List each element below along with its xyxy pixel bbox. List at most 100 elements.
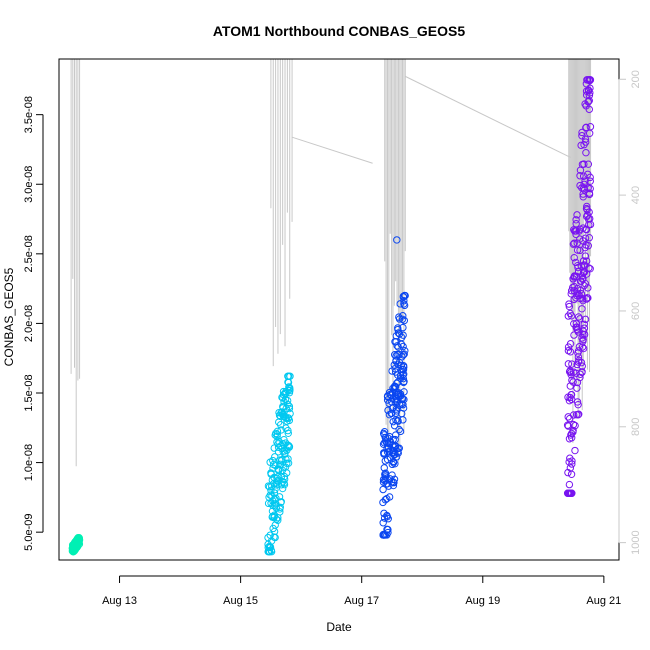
data-point: [391, 431, 400, 439]
data-point: [575, 410, 583, 418]
data-point: [576, 294, 584, 303]
data-point: [286, 386, 294, 395]
data-point: [383, 511, 391, 520]
data-point: [265, 547, 274, 556]
data-point: [584, 160, 593, 168]
x-axis: Aug 13 Aug 15 Aug 17 Aug 19 Aug 21: [102, 575, 621, 607]
y-tick-label: 2.5e-08: [23, 235, 35, 272]
data-point: [400, 395, 408, 404]
data-point: [581, 252, 590, 260]
data-point: [571, 421, 579, 430]
data-point: [567, 429, 576, 438]
data-point: [586, 220, 595, 229]
data-point: [395, 425, 403, 434]
data-point: [284, 441, 292, 449]
data-point: [571, 446, 579, 455]
data-point: [581, 177, 589, 185]
data-point: [399, 351, 408, 359]
y2-tick-label: 600: [630, 302, 642, 320]
data-point: [278, 484, 287, 493]
data-point: [276, 508, 284, 516]
data-point: [579, 172, 588, 180]
data-point: [578, 272, 586, 280]
data-point: [400, 363, 408, 371]
data-point: [399, 366, 408, 374]
data-point: [389, 478, 397, 486]
data-point: [395, 313, 403, 321]
data-point: [572, 258, 580, 267]
data-point: [264, 540, 272, 549]
data-point: [379, 440, 388, 448]
data-point: [570, 239, 578, 247]
data-point: [275, 408, 283, 417]
data-point: [381, 457, 389, 465]
data-point: [269, 460, 278, 469]
data-point: [564, 346, 573, 355]
data-point: [266, 491, 274, 499]
data-point: [267, 547, 276, 556]
data-point: [570, 272, 579, 280]
data-point: [578, 368, 586, 376]
data-point: [395, 330, 404, 338]
data-point: [276, 503, 284, 511]
data-point: [278, 456, 286, 464]
data-point: [393, 342, 401, 350]
data-point: [569, 411, 578, 419]
data-point: [579, 237, 587, 245]
data-point: [283, 396, 292, 405]
data-point: [72, 539, 81, 548]
data-point: [572, 272, 581, 280]
data-point: [383, 445, 391, 453]
data-point: [392, 356, 400, 365]
data-point: [380, 427, 389, 436]
data-point: [576, 277, 585, 285]
data-point: [570, 331, 578, 339]
data-point: [284, 372, 292, 380]
data-point: [381, 496, 390, 504]
pressure-layer: [70, 59, 592, 467]
data-point: [572, 319, 581, 328]
data-point: [267, 499, 275, 507]
data-point: [585, 96, 593, 105]
data-point: [570, 254, 578, 262]
data-point: [585, 189, 594, 197]
data-point: [573, 398, 582, 406]
y-tick-label: 1.0e-08: [23, 444, 35, 481]
data-point: [393, 236, 401, 244]
data-point: [575, 356, 583, 365]
data-point: [582, 225, 590, 233]
data-point: [388, 460, 397, 469]
y2-tick-label: 400: [630, 186, 642, 204]
data-point: [563, 489, 572, 497]
y2-tick-label: 800: [630, 418, 642, 436]
data-point: [273, 430, 281, 439]
x-axis-label: Date: [326, 620, 352, 634]
y-tick-label: 3.5e-08: [23, 96, 35, 133]
data-point: [586, 76, 595, 84]
x-tick-label: Aug 13: [102, 595, 137, 607]
data-point: [388, 409, 396, 417]
data-point: [573, 246, 582, 254]
data-point: [586, 184, 594, 193]
data-point: [383, 396, 392, 404]
data-point: [277, 457, 285, 465]
data-point: [582, 80, 591, 88]
data-point: [570, 295, 578, 304]
data-point: [570, 320, 578, 328]
data-point: [578, 362, 586, 370]
data-point: [565, 414, 574, 423]
data-point: [389, 417, 397, 426]
data-point: [400, 316, 409, 325]
data-point: [569, 368, 578, 376]
data-point: [277, 481, 286, 489]
data-point: [564, 360, 573, 368]
data-point: [392, 407, 401, 415]
data-point: [284, 429, 292, 437]
data-point: [267, 486, 275, 494]
data-point: [582, 148, 590, 157]
data-point: [268, 512, 277, 521]
data-point: [280, 475, 289, 484]
data-point: [586, 123, 595, 131]
data-point: [576, 225, 584, 233]
